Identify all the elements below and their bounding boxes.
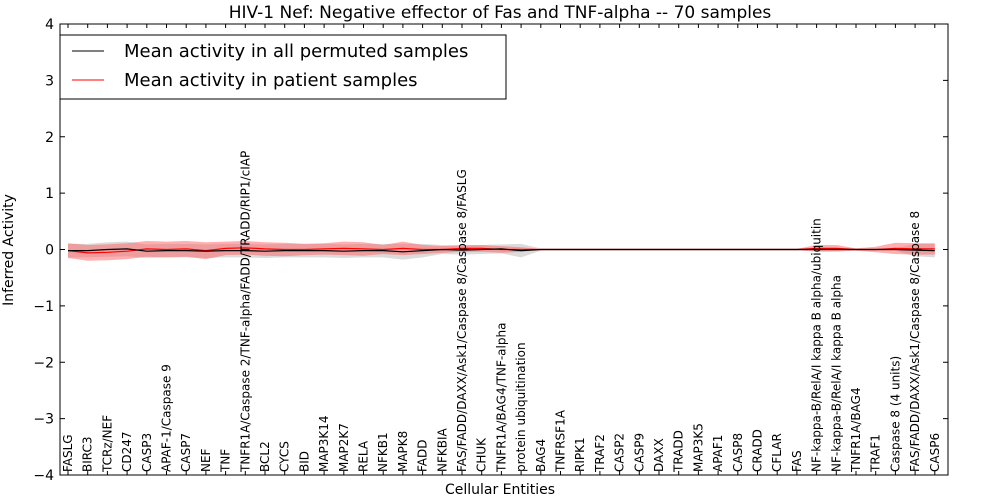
category-label: TRADD [672,430,686,473]
category-label: TNFR1A/Caspase 2/TNF-alpha/FADD/TRADD/RI… [238,151,252,473]
category-label: MAP3K14 [317,415,331,472]
category-label: CASP7 [179,433,193,472]
y-tick-label: 4 [45,17,54,33]
legend-label-patient: Mean activity in patient samples [124,70,418,91]
category-label: NF-kappa-B/RelA/I kappa B alpha/ubiquiti… [810,218,824,472]
category-label: NFKBIA [435,427,449,472]
category-label: TRAF1 [869,434,883,473]
y-axis-title: Inferred Activity [1,194,17,306]
x-axis-title: Cellular Entities [445,482,555,498]
legend-box [59,34,507,100]
category-label: BID [297,451,311,472]
category-label: TNF [219,449,233,473]
category-label: CYCS [278,441,292,472]
series-lines [67,247,935,254]
category-label: BAG4 [534,439,548,472]
category-label: CASP6 [928,433,942,472]
category-label: FASLG [61,434,75,472]
category-label: protein ubiquitination [514,342,528,472]
category-label: Caspase 8 (4 units) [888,356,902,472]
category-label: RIPK1 [573,437,587,472]
y-tick-label: −2 [33,355,54,371]
chart-title: HIV-1 Nef: Negative effector of Fas and … [229,3,772,23]
category-label: MAPK8 [396,431,410,472]
category-label: APAF-1/Caspase 9 [160,364,174,472]
plot-frame [59,23,949,476]
y-tick-label: −4 [33,468,54,484]
confidence-band-patient [68,241,935,261]
category-label: FAS/FADD/DAXX/Ask1/Caspase 8/Caspase 8 [908,211,922,472]
series-line-permuted [68,248,935,253]
y-tick-label: −3 [33,412,54,428]
category-label: DAXX [652,438,666,472]
category-label: NF-kappa-B/RelA/I kappa B alpha [829,275,843,472]
category-label: CASP8 [731,433,745,472]
category-label: CASP9 [632,433,646,472]
category-labels: FASLG BIRC3 TCRz/NEF CD247 CASP3 APAF-1/Caspa… [61,24,942,475]
category-label: FAS/FADD/DAXX/Ask1/Caspase 8/Caspase 8/F… [455,169,469,472]
y-axis-ticks: −4 −3 −2 −1 0 1 2 3 4 [33,17,948,484]
category-label: APAF1 [711,435,725,472]
legend: Mean activity in all permuted samples Me… [59,34,507,100]
category-label: TNFR1A/BAG4 [849,387,863,473]
category-label: CHUK [475,437,489,472]
category-label: TNFRSF1A [554,409,568,473]
category-label: TNFR1A/BAG4/TNF-alpha [494,323,508,473]
category-label: NFKB1 [376,432,390,472]
category-label: CD247 [120,431,134,472]
confidence-bands [68,241,935,261]
y-tick-label: 2 [45,130,54,146]
category-label: BIRC3 [81,436,95,472]
legend-label-permuted: Mean activity in all permuted samples [124,41,468,62]
y-tick-label: 1 [45,186,54,202]
category-label: MAP3K5 [691,423,705,472]
category-label: CRADD [751,429,765,472]
category-label: CASP3 [140,433,154,472]
category-label: CFLAR [770,433,784,472]
y-tick-label: 0 [45,243,54,259]
category-label: BCL2 [258,441,272,472]
category-label: MAP2K7 [337,423,351,472]
category-label: NEF [199,448,213,472]
category-label: RELA [357,440,371,472]
category-label: TRAF2 [593,434,607,473]
category-label: CASP2 [613,433,627,472]
y-tick-label: 3 [45,73,54,89]
category-label: TCRz/NEF [100,415,114,473]
category-label: FADD [416,440,430,473]
category-label: FAS [790,450,804,472]
y-tick-label: −1 [33,299,54,315]
